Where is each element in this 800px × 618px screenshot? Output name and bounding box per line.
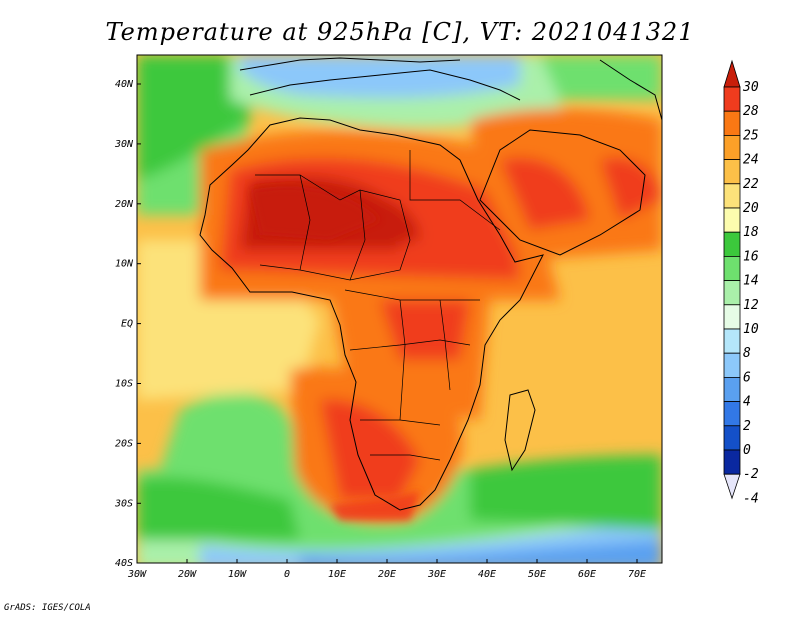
colorbar-label: -2 xyxy=(743,467,759,482)
lon-tick-label: 50E xyxy=(528,569,546,580)
colorbar-swatch xyxy=(723,183,741,209)
grads-credit: GrADS: IGES/COLA xyxy=(4,603,91,613)
lon-tick-label: 70E xyxy=(628,569,646,580)
colorbar-swatch xyxy=(723,207,741,233)
colorbar-label: 30 xyxy=(742,80,759,95)
lon-tick-label: 40E xyxy=(478,569,496,580)
colorbar-swatch xyxy=(723,159,741,185)
coastlines xyxy=(199,57,662,511)
colorbar-label: 16 xyxy=(743,249,759,264)
colorbar-swatch xyxy=(723,110,741,136)
colorbar-label: 10 xyxy=(743,322,759,337)
colorbar-swatch xyxy=(723,231,741,257)
lat-tick-label: 30N xyxy=(114,139,134,150)
lat-tick-label: EQ xyxy=(121,319,133,330)
colorbar-swatch xyxy=(723,376,741,402)
lat-tick-label: 40N xyxy=(115,79,134,90)
colorbar-label: 28 xyxy=(743,104,759,119)
country-borders xyxy=(255,150,501,461)
colorbar-swatch xyxy=(723,304,741,330)
lon-tick-label: 60E xyxy=(578,569,596,580)
lon-tick-label: 30E xyxy=(427,569,446,580)
colorbar-label: 20 xyxy=(743,201,759,216)
colorbar-label: 22 xyxy=(743,177,759,192)
colorbar-label: 0 xyxy=(743,443,751,458)
lat-tick-label: 30S xyxy=(114,498,133,509)
colorbar-bottom-arrow xyxy=(723,473,741,500)
colorbar-swatch xyxy=(723,401,741,427)
colorbar-label: 6 xyxy=(743,370,751,385)
lon-tick-label: 0 xyxy=(284,569,290,580)
colorbar-label: 24 xyxy=(743,153,759,168)
colorbar-label: 25 xyxy=(743,128,759,143)
colorbar-swatch xyxy=(723,352,741,378)
colorbar-swatch xyxy=(723,328,741,354)
lat-tick-label: 20N xyxy=(115,199,134,210)
lat-tick-label: 20S xyxy=(115,438,133,449)
colorbar-label: 4 xyxy=(743,395,751,410)
lon-tick-label: 10E xyxy=(328,569,346,580)
map-frame xyxy=(136,54,663,564)
colorbar-swatch xyxy=(723,449,741,475)
colorbar-swatch xyxy=(723,280,741,306)
lon-tick-label: 20E xyxy=(378,569,396,580)
longitude-axis: 30W 20W 10W 0 10E 20E 30E 40E 50E 60E 70E xyxy=(127,559,646,580)
colorbar-swatch xyxy=(723,134,741,160)
lat-tick-label: 10N xyxy=(115,259,134,270)
colorbar-swatch xyxy=(723,255,741,281)
lat-tick-label: 40S xyxy=(115,558,133,569)
colorbar-top-arrow xyxy=(723,59,741,88)
map-title: Temperature at 925hPa [C], VT: 202104132… xyxy=(105,18,695,46)
lon-tick-label: 30W xyxy=(127,569,147,580)
lon-tick-label: 20W xyxy=(178,569,197,580)
colorbar-label: 18 xyxy=(743,225,759,240)
colorbar-swatch xyxy=(723,86,741,112)
latitude-axis: 40N 30N 20N 10N EQ 10S 20S 30S 40S xyxy=(114,79,141,569)
lat-tick-label: 10S xyxy=(115,379,133,390)
colorbar-label: 2 xyxy=(743,419,751,434)
colorbar-label: 12 xyxy=(743,298,759,313)
colorbar-swatch xyxy=(723,425,741,451)
temperature-field xyxy=(137,55,662,563)
colorbar-label: 8 xyxy=(743,346,751,361)
lon-tick-label: 10W xyxy=(228,569,247,580)
colorbar-label: 14 xyxy=(743,274,759,289)
colorbar-label: -4 xyxy=(743,491,759,506)
